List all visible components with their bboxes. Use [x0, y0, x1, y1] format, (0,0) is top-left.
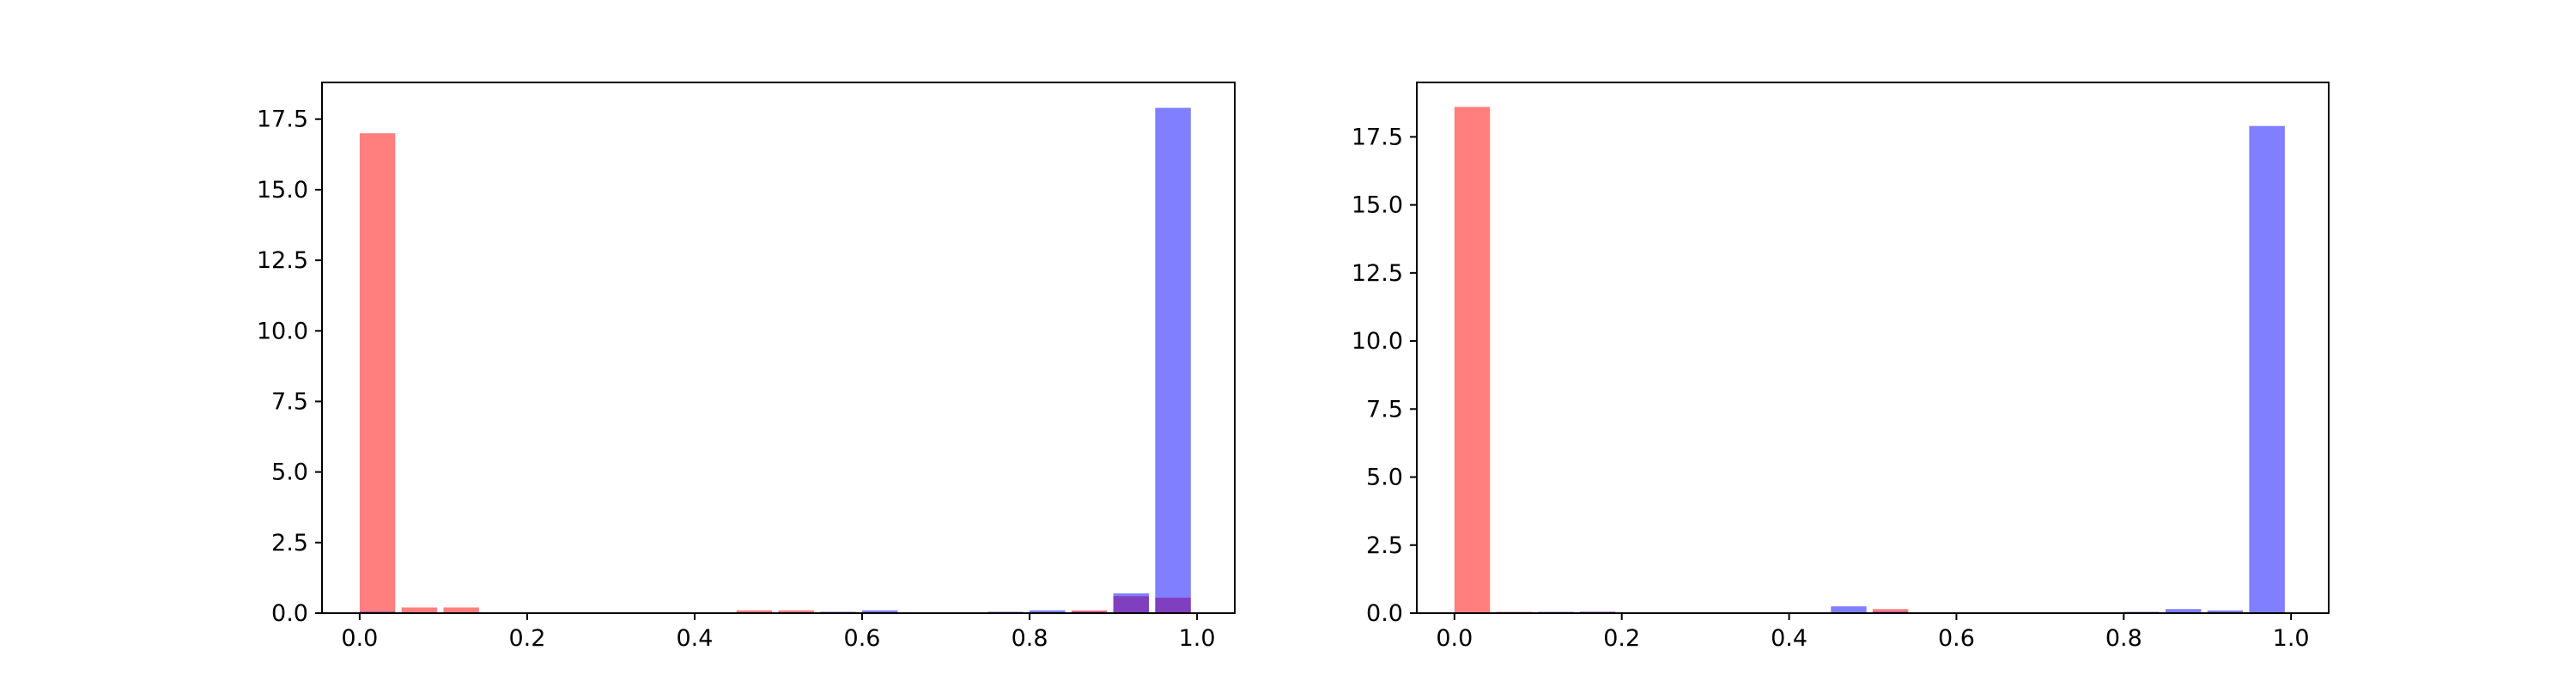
y-tick-label: 17.5 [1352, 124, 1403, 150]
x-tick-label: 0.8 [2105, 625, 2142, 652]
x-tick-label: 0.2 [1603, 625, 1640, 652]
bar-blue-19 [1155, 107, 1191, 614]
bar-red-0 [359, 133, 396, 614]
y-tick-label: 17.5 [257, 106, 308, 133]
bar-blue-16 [1030, 610, 1066, 613]
y-tick-label: 5.0 [271, 459, 308, 486]
bar-red-17 [1071, 610, 1108, 613]
bar-blue-18 [2207, 610, 2244, 613]
y-tick-label: 5.0 [1366, 465, 1403, 491]
series-red [359, 133, 1191, 614]
chart-2: 0.0 0.2 0.4 0.6 0.8 1.0 0.0 2.5 5.0 7.5 10.0 12.5 15… [1352, 82, 2330, 652]
x-tick-label: 0.6 [844, 625, 881, 652]
y-tick-label: 7.5 [271, 388, 308, 415]
series-blue [359, 107, 1191, 614]
y-tick-label: 0.0 [271, 600, 308, 627]
bar-red-10 [1873, 609, 1909, 613]
x-tick-label: 0.2 [508, 625, 545, 652]
y-tick-label: 2.5 [1366, 532, 1403, 559]
bar-blue-12 [862, 610, 898, 613]
bar-red-1 [401, 607, 438, 613]
y-tick-label: 0.0 [1366, 600, 1403, 627]
y-tick-label: 10.0 [1352, 328, 1403, 355]
y-tick-label: 15.0 [257, 177, 308, 204]
x-tick-label: 0.6 [1938, 625, 1975, 652]
bar-blue-18 [1113, 593, 1150, 613]
bar-blue-9 [1831, 606, 1867, 613]
y-tick-label: 10.0 [257, 318, 308, 344]
bar-blue-19 [2249, 125, 2285, 613]
bar-red-0 [1454, 106, 1491, 613]
series-blue [1538, 125, 2285, 613]
y-tick-label: 15.0 [1352, 192, 1403, 219]
x-tick-label: 1.0 [2273, 625, 2310, 652]
chart-1: 0.0 0.2 0.4 0.6 0.8 1.0 0.0 2.5 5.0 7.5 10.0 12.5 15… [257, 82, 1236, 652]
x-tick-label: 0.4 [1771, 625, 1807, 652]
bar-red-10 [778, 610, 814, 613]
series-red [1454, 106, 1909, 613]
y-tick-label: 7.5 [1366, 396, 1403, 423]
bar-red-2 [443, 607, 479, 613]
y-tick-label: 2.5 [271, 530, 308, 556]
y-tick-label: 12.5 [257, 247, 308, 274]
plot-frame [321, 82, 1236, 614]
bar-blue-17 [2166, 609, 2202, 613]
x-tick-label: 0.8 [1012, 625, 1048, 652]
x-tick-label: 0.4 [677, 625, 714, 652]
y-tick-label: 12.5 [1352, 260, 1403, 287]
plot-frame [1416, 82, 2330, 614]
x-tick-label: 0.0 [1436, 625, 1473, 652]
bar-red-9 [736, 610, 773, 613]
x-tick-label: 1.0 [1179, 625, 1216, 652]
x-tick-label: 0.0 [341, 625, 378, 652]
